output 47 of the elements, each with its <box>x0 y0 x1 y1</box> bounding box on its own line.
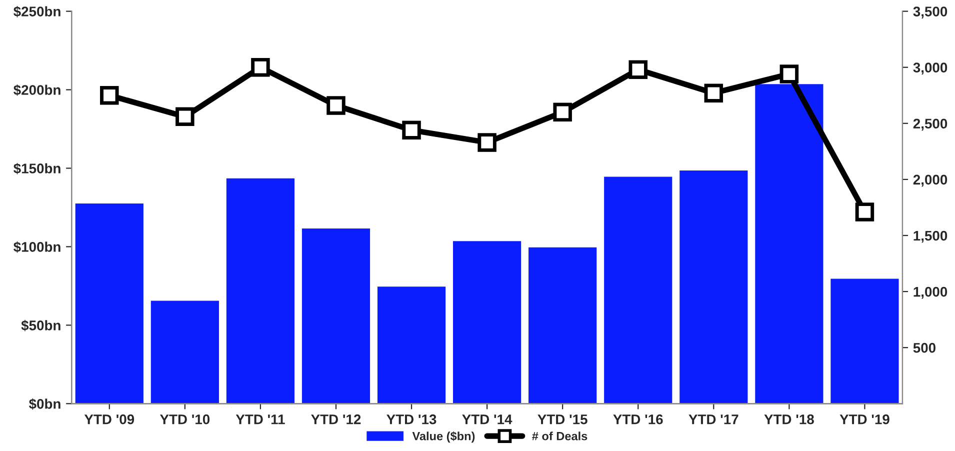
y-tick-label: $150bn <box>14 162 60 174</box>
bar <box>678 169 750 404</box>
point <box>628 60 648 79</box>
bar <box>300 227 372 404</box>
x-tick-label: YTD '14 <box>462 414 512 424</box>
bar <box>452 240 522 404</box>
point <box>176 107 194 126</box>
bar <box>602 175 674 404</box>
x-tick-label: YTD '19 <box>840 414 890 424</box>
point <box>326 96 346 115</box>
point <box>402 120 421 140</box>
x-tick-label: YTD '10 <box>160 414 210 424</box>
y-tick-label: $0bn <box>28 398 60 410</box>
y-tick-label: $200bn <box>14 84 60 96</box>
y2-tick-label: 1,500 <box>914 230 948 243</box>
y2-tick-label: 500 <box>913 342 936 353</box>
point <box>780 64 799 84</box>
y-tick-label: $250bn <box>14 6 60 18</box>
point <box>855 202 874 222</box>
y2-tick-label: 2,500 <box>913 118 948 131</box>
legend-label: # of Deals <box>532 432 588 440</box>
point <box>704 84 724 102</box>
x-tick-label: YTD '17 <box>688 414 738 424</box>
bar <box>149 299 220 404</box>
y2-tick-label: 3,000 <box>913 62 948 75</box>
x-tick-label: YTD '11 <box>236 414 285 424</box>
x-tick-label: YTD '09 <box>84 414 134 424</box>
x-tick-label: YTD '18 <box>764 414 814 424</box>
bar <box>829 277 900 404</box>
point <box>553 102 572 122</box>
y2-tick-label: 3,500 <box>913 6 948 18</box>
bar <box>527 246 598 404</box>
y-tick-label: $100bn <box>14 241 60 253</box>
point <box>478 133 496 152</box>
y-tick-label: $50bn <box>21 320 60 332</box>
x-tick-label: YTD '13 <box>386 414 436 424</box>
bar <box>376 285 447 404</box>
x-tick-label: YTD '12 <box>311 414 361 424</box>
x-tick-label: YTD '16 <box>613 414 663 424</box>
y2-tick-label: 1,000 <box>914 286 948 299</box>
y2-tick-label: 2,000 <box>913 174 948 187</box>
point <box>251 58 270 77</box>
point <box>100 86 119 105</box>
bar <box>225 176 296 404</box>
bar <box>74 202 145 404</box>
x-tick-label: YTD '15 <box>538 414 588 424</box>
legend-label: Value ($bn) <box>412 431 475 443</box>
